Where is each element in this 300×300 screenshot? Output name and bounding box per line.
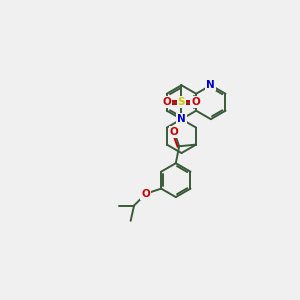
Text: S: S [178, 97, 185, 107]
Text: N: N [177, 114, 186, 124]
Text: O: O [170, 127, 178, 137]
Text: N: N [206, 80, 215, 90]
Text: O: O [142, 189, 150, 199]
Text: O: O [191, 97, 200, 107]
Text: N: N [177, 114, 186, 124]
Text: O: O [163, 97, 171, 107]
